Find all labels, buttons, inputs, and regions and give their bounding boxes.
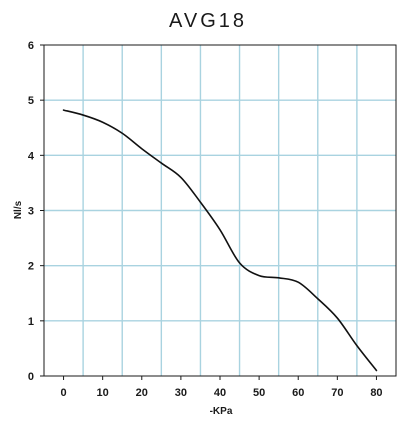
series-line (62, 109, 378, 372)
x-tick-label: 60 (292, 387, 304, 399)
series-layer (62, 109, 378, 372)
grid (44, 45, 396, 376)
x-tick-label: 70 (331, 387, 343, 399)
x-tick-label: 10 (97, 387, 109, 399)
y-tick-label: 5 (28, 95, 34, 107)
chart-title: AVG18 (169, 10, 247, 32)
x-tick-label: 30 (175, 387, 187, 399)
x-tick-label: 20 (136, 387, 148, 399)
x-tick-label: 40 (214, 387, 226, 399)
plot-frame (40, 44, 397, 380)
y-tick-label: 0 (28, 371, 34, 383)
y-tick-label: 1 (28, 316, 34, 328)
y-axis-label: Nl/s (13, 200, 24, 219)
x-tick-labels: 0 10 20 30 40 50 60 70 80 (60, 387, 382, 399)
y-tick-label: 6 (28, 40, 34, 52)
y-tick-label: 2 (28, 261, 34, 273)
x-tick-label: 0 (60, 387, 66, 399)
x-axis-label: -KPa (210, 406, 233, 417)
y-tick-label: 3 (28, 206, 34, 218)
y-tick-label: 4 (28, 150, 35, 162)
y-tick-labels: 0 1 2 3 4 5 6 (28, 40, 35, 383)
x-tick-label: 50 (253, 387, 265, 399)
x-tick-label: 80 (370, 387, 382, 399)
